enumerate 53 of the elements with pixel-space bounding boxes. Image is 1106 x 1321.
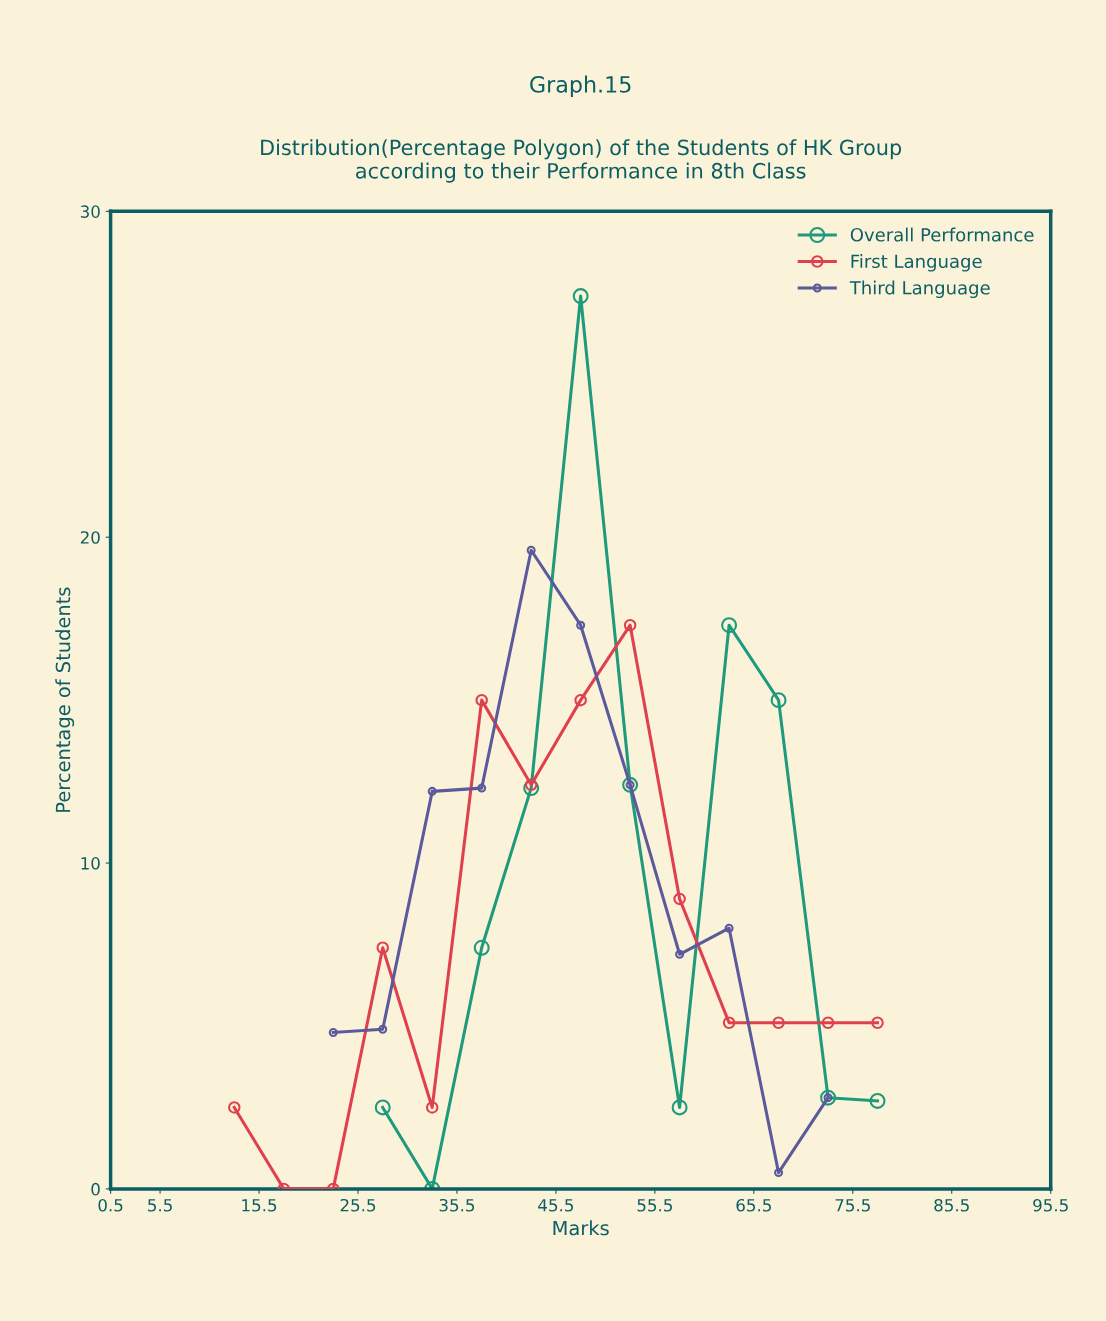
point — [374, 1099, 391, 1116]
x-tick-label: 95.5 — [1033, 1198, 1068, 1212]
x-tick-label: 25.5 — [340, 1198, 376, 1212]
point — [772, 1016, 785, 1029]
legend-label: Overall Performance — [850, 227, 1034, 242]
point — [376, 941, 389, 955]
point — [622, 776, 639, 793]
point — [774, 1168, 784, 1178]
point — [820, 1089, 837, 1106]
point — [821, 1016, 835, 1029]
point — [869, 1092, 886, 1109]
point — [623, 618, 637, 632]
point — [425, 1101, 439, 1114]
point — [572, 288, 589, 305]
x-tick-label: 15.5 — [242, 1199, 277, 1212]
point — [770, 692, 787, 709]
point — [475, 693, 488, 707]
point — [722, 1016, 736, 1029]
point — [526, 545, 536, 555]
x-tick-label: 55.5 — [637, 1199, 672, 1212]
y-tick-label: 0 — [91, 1182, 100, 1196]
point — [576, 620, 586, 630]
point — [427, 786, 437, 796]
point — [524, 778, 538, 792]
x-tick-label: 5.5 — [148, 1199, 172, 1212]
x-tick-label: 0.5 — [98, 1198, 123, 1212]
point — [328, 1027, 338, 1038]
y-tick-label: 10 — [81, 857, 100, 870]
x-tick-label: 65.5 — [736, 1198, 771, 1212]
point — [228, 1101, 241, 1114]
point — [477, 783, 487, 793]
x-tick-label: 85.5 — [934, 1198, 969, 1212]
x-tick-label: 75.5 — [835, 1199, 870, 1212]
chart-subtitle: Distribution(Percentage Polygon) of the Students of HK Group according to their Performance in 8th Class — [261, 139, 902, 183]
point — [871, 1016, 884, 1029]
chart-title: Graph.15 — [530, 75, 631, 98]
point — [523, 780, 540, 797]
x-axis-title: Marks — [553, 1220, 609, 1236]
legend-label: Third Language — [849, 280, 990, 299]
y-tick-label: 20 — [80, 531, 100, 544]
point — [675, 949, 685, 959]
x-tick-label: 45.5 — [538, 1199, 574, 1212]
point — [671, 1099, 688, 1116]
point — [473, 939, 490, 956]
point — [574, 693, 587, 707]
x-tick-label: 35.5 — [439, 1198, 475, 1212]
point — [724, 923, 734, 933]
y-axis-title: Percentage of Students — [55, 587, 75, 812]
legend-label: First Language — [851, 254, 982, 272]
point — [378, 1024, 388, 1034]
y-tick-label: 30 — [80, 205, 100, 218]
point — [721, 617, 738, 634]
point — [673, 892, 686, 906]
